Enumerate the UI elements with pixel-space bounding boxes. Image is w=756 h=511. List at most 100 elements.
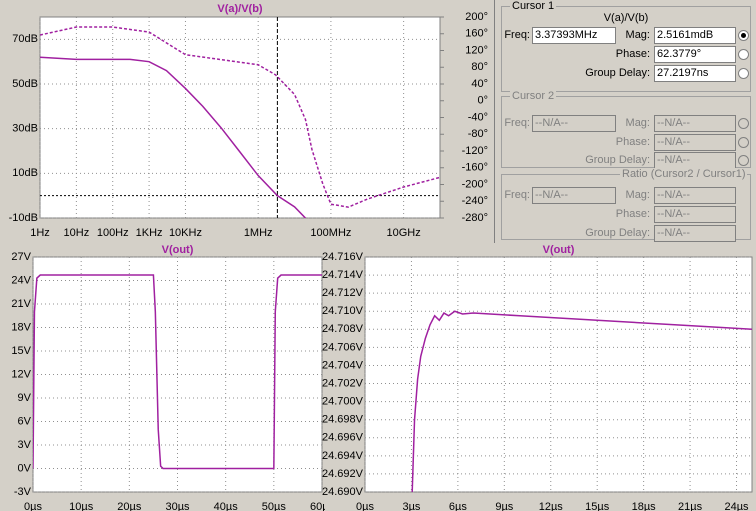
label: Phase: [615,208,650,220]
x-tick-label: 21µs [678,501,703,511]
y2-tick-label: 160° [465,28,488,40]
y2-tick-label: -240° [462,195,488,207]
x-tick-label: 60µs [310,501,335,511]
phase-field: --N/A-- [654,206,736,223]
label: Freq: [504,189,530,201]
x-tick-label: 24µs [724,501,749,511]
label: Group Delay: [585,67,650,79]
x-tick-label: 9µs [495,501,513,511]
y-tick-label: 24.714V [322,269,364,281]
y-tick-label: 21V [11,298,31,310]
y-tick-label: 0V [18,462,32,474]
y2-tick-label: -80° [468,128,488,140]
radio[interactable] [738,68,749,79]
x-tick-label: 0µs [24,501,42,511]
series-line [411,310,752,492]
y2-tick-label: -160° [462,162,488,174]
radio[interactable] [738,49,749,60]
y-tick-label: 10dB [12,167,38,179]
y-tick-label: 30dB [12,123,38,135]
x-tick-label: 100MHz [310,227,351,239]
x-tick-label: 10µs [69,501,94,511]
x-tick-label: 0µs [356,501,374,511]
radio [738,137,749,148]
y-tick-label: 24.692V [322,468,364,480]
mag-field[interactable]: 2.5161mdB [654,27,736,44]
y2-tick-label: -280° [462,212,488,224]
x-tick-label: 1KHz [136,227,163,239]
y-tick-label: 27V [11,251,31,263]
x-tick-label: 20µs [117,501,142,511]
freq-field: --N/A-- [532,187,616,204]
label: Freq: [504,117,530,129]
ratio-group: Ratio (Cursor2 / Cursor1) Freq: --N/A-- … [501,168,751,242]
y-tick-label: 18V [11,321,31,333]
gd-field: --N/A-- [654,225,736,242]
cursor1-group: Cursor 1 V(a)/V(b) Freq: 3.37393MHz Mag:… [501,0,751,92]
y-tick-label: -3V [14,486,32,498]
series-line [40,56,307,218]
y-tick-label: 9V [18,392,32,404]
y2-tick-label: 40° [471,78,488,90]
radio [738,118,749,129]
freq-field: --N/A-- [532,115,616,132]
x-tick-label: 10KHz [169,227,202,239]
y-tick-label: 24.710V [322,305,364,317]
y-tick-label: 24.698V [322,414,364,426]
series-line [33,274,322,470]
label: Group Delay: [585,227,650,239]
mag-field: --N/A-- [654,115,736,132]
x-tick-label: 18µs [632,501,657,511]
x-tick-label: 100Hz [97,227,129,239]
label: Mag: [625,117,650,129]
y2-tick-label: -40° [468,111,488,123]
label: Phase: [615,136,650,148]
chart-title: V(out) [543,244,575,256]
cursor-panel: Cursor 1 V(a)/V(b) Freq: 3.37393MHz Mag:… [494,0,756,243]
freq-field[interactable]: 3.37393MHz [532,27,616,44]
y-tick-label: 24.702V [322,377,364,389]
y2-tick-label: 200° [465,11,488,23]
radio [738,155,749,166]
y-tick-label: 24.694V [322,450,364,462]
radio[interactable] [738,30,749,41]
y-tick-label: 3V [18,439,32,451]
gd-field: --N/A-- [654,152,736,169]
mag-field: --N/A-- [654,187,736,204]
y-tick-label: 24.696V [322,432,364,444]
label: Phase: [615,48,650,60]
y-tick-label: 24.690V [322,486,364,498]
label: Group Delay: [585,154,650,166]
gd-field[interactable]: 27.2197ns [654,65,736,82]
trace-name: V(a)/V(b) [603,12,649,24]
y-tick-label: 12V [11,368,31,380]
y2-tick-label: 120° [465,44,488,56]
phase-field: --N/A-- [654,134,736,151]
y-tick-label: 24.708V [322,323,364,335]
y-tick-label: 6V [18,415,32,427]
y2-tick-label: 0° [477,95,488,107]
group-title: Cursor 1 [510,0,557,12]
y-tick-label: 24.704V [322,359,364,371]
x-tick-label: 1MHz [244,227,273,239]
group-title: Cursor 2 [510,90,557,102]
x-tick-label: 12µs [539,501,564,511]
plot-area [39,16,441,219]
y-tick-label: 24.700V [322,396,364,408]
plot-area [364,256,753,493]
x-tick-label: 15µs [585,501,610,511]
y2-tick-label: -200° [462,178,488,190]
cursor2-group: Cursor 2 Freq: --N/A-- Mag: --N/A-- Phas… [501,90,751,169]
x-tick-label: 40µs [214,501,239,511]
y2-tick-label: -120° [462,145,488,157]
label: Freq: [504,29,530,41]
x-tick-label: 10GHz [387,227,421,239]
y-tick-label: 24.712V [322,287,364,299]
x-tick-label: 10Hz [64,227,90,239]
label: Mag: [625,189,650,201]
phase-field[interactable]: 62.3779° [654,46,736,63]
chart-title: V(out) [162,244,194,256]
group-title: Ratio (Cursor2 / Cursor1) [620,168,748,180]
